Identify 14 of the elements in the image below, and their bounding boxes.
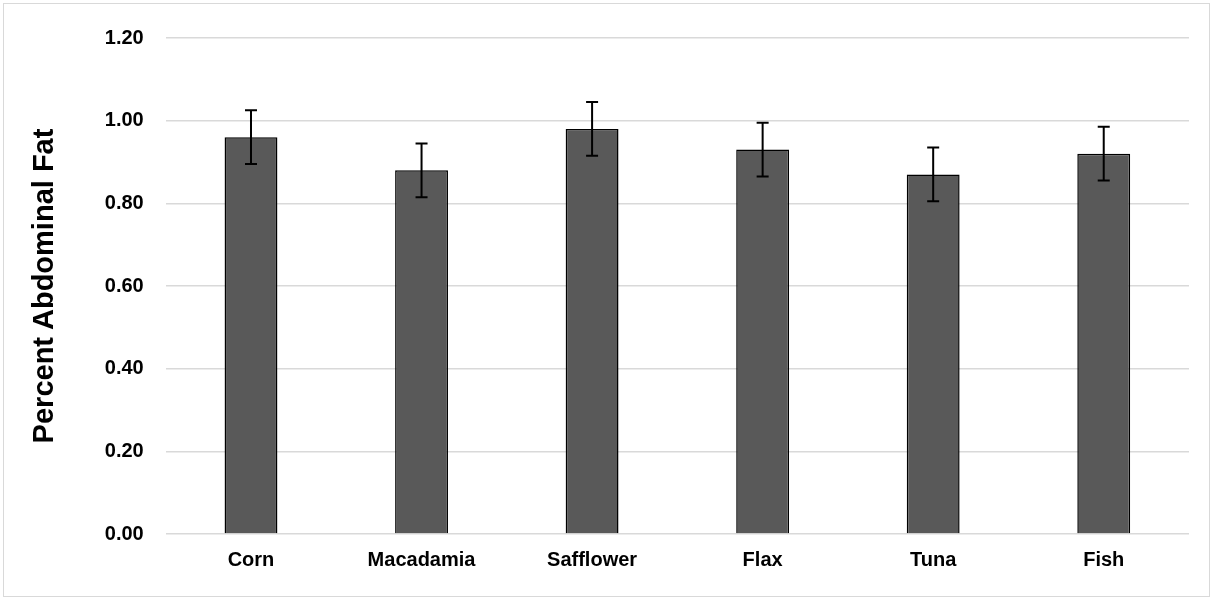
x-tick-label: Corn	[227, 547, 275, 570]
y-tick-label: 0.40	[104, 356, 144, 379]
x-tick-label: Tuna	[910, 547, 958, 570]
x-tick-label: Safflower	[547, 547, 638, 570]
x-tick-label: Macadamia	[367, 547, 477, 570]
y-tick-label: 1.20	[104, 25, 144, 48]
x-tick-label: Fish	[1083, 547, 1125, 570]
y-tick-label: 0.60	[104, 273, 144, 296]
x-tick-label: Flax	[742, 547, 783, 570]
y-tick-label: 1.00	[104, 108, 144, 131]
y-tick-label: 0.00	[104, 521, 144, 544]
y-tick-label: 0.20	[104, 438, 144, 461]
y-axis-title: Percent Abdominal Fat	[27, 128, 60, 444]
y-tick-label: 0.80	[104, 190, 144, 213]
